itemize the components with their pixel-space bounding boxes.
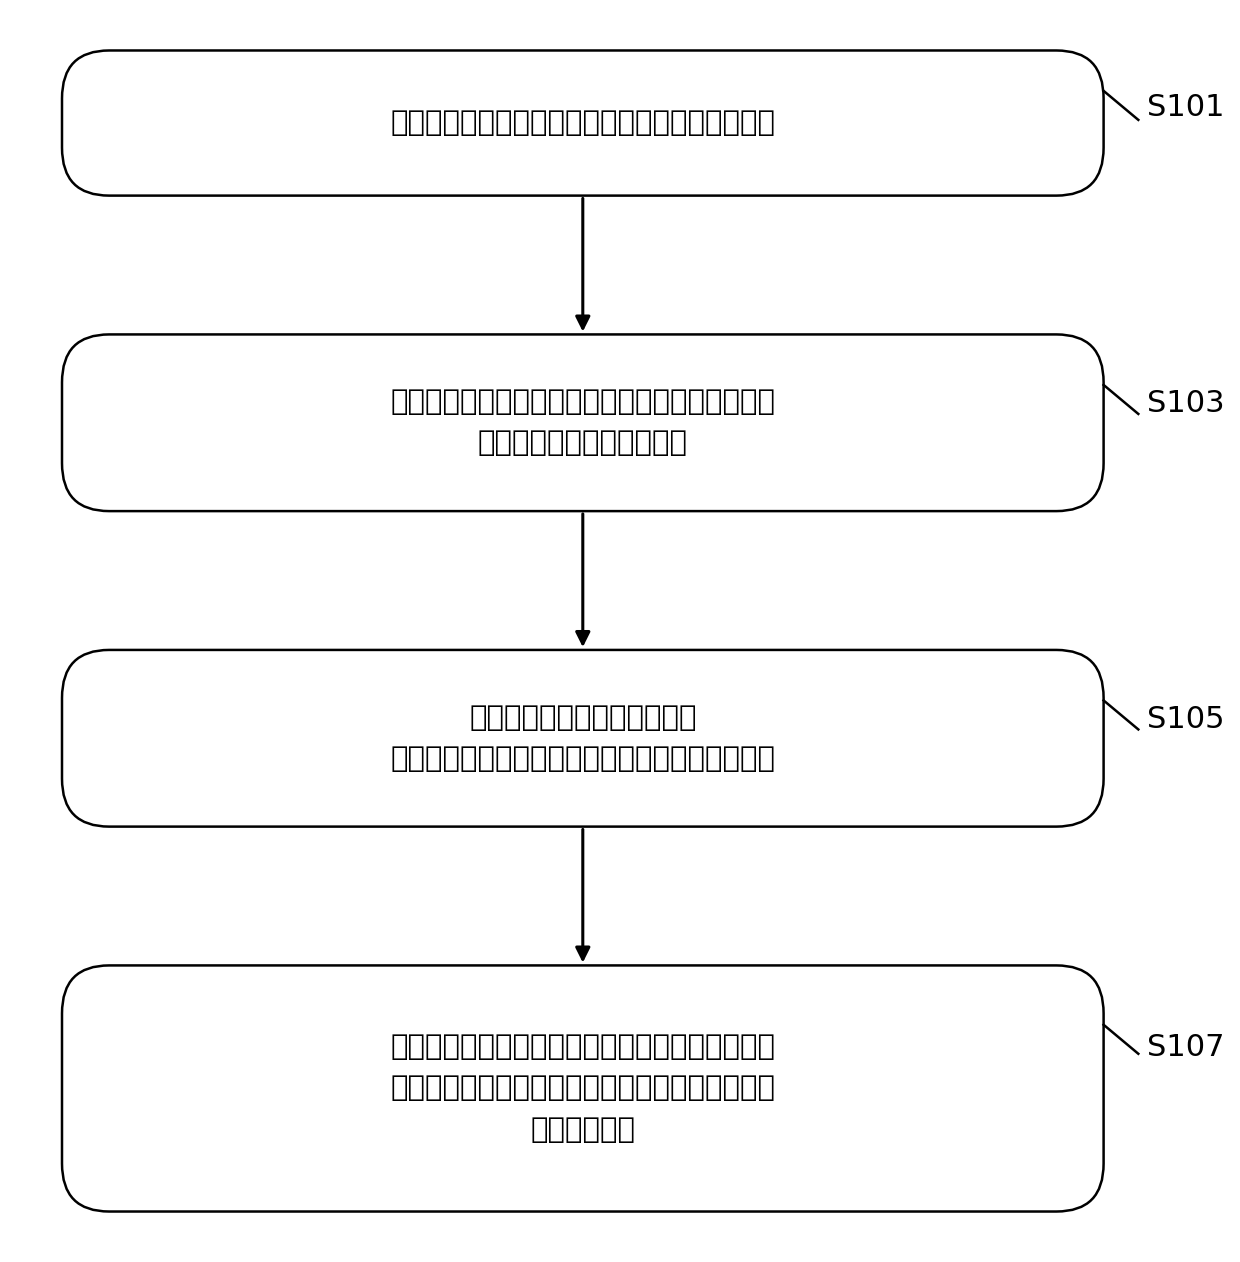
Text: 根据所述第一预判数据集和／
或所述第二预判数据集进行预判，以得到预判结果: 根据所述第一预判数据集和／ 或所述第二预判数据集进行预判，以得到预判结果 (391, 704, 775, 772)
FancyBboxPatch shape (62, 334, 1104, 511)
FancyBboxPatch shape (62, 965, 1104, 1212)
Text: 实时采集并处理声音信号，以得到第一预判数据集: 实时采集并处理声音信号，以得到第一预判数据集 (391, 109, 775, 138)
Text: 若所述预判结果判断为需要进行后续判断，则启动
前置摄像头拍摄照片，对所述照片进行分析以得到
后续判断结果: 若所述预判结果判断为需要进行后续判断，则启动 前置摄像头拍摄照片，对所述照片进行… (391, 1034, 775, 1143)
Text: S105: S105 (1147, 705, 1225, 733)
FancyBboxPatch shape (62, 50, 1104, 196)
Text: S103: S103 (1147, 390, 1225, 418)
FancyBboxPatch shape (62, 650, 1104, 827)
Text: S107: S107 (1147, 1034, 1225, 1061)
Text: S101: S101 (1147, 93, 1225, 121)
Text: 采集并处理用于表征人脸与屏幕之间距离的距离信
号，以得到第二预判数据集: 采集并处理用于表征人脸与屏幕之间距离的距离信 号，以得到第二预判数据集 (391, 389, 775, 457)
